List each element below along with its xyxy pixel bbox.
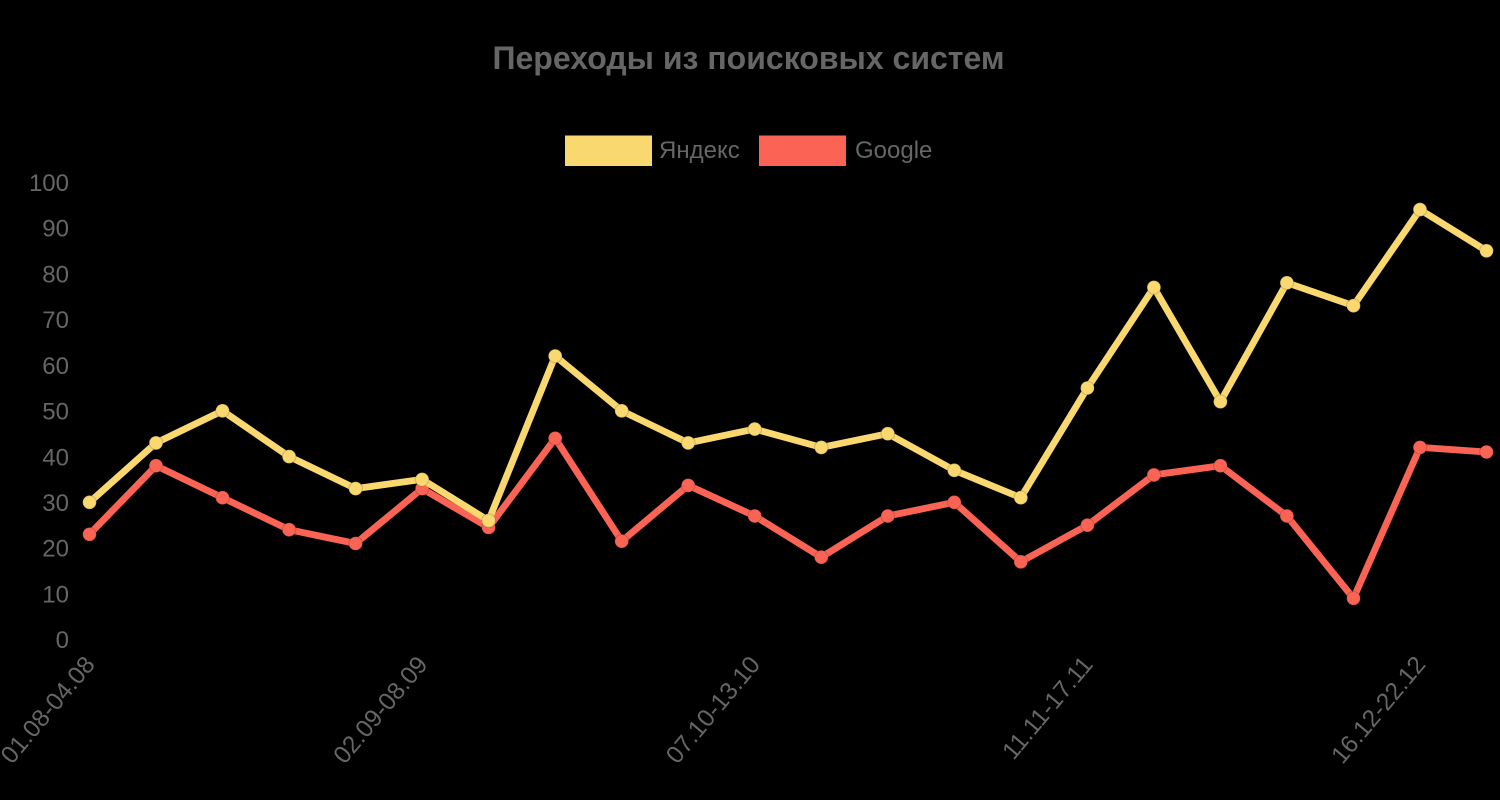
svg-text:30: 30	[42, 490, 69, 517]
svg-text:10: 10	[42, 582, 69, 609]
svg-text:40: 40	[42, 444, 69, 471]
svg-text:60: 60	[42, 353, 69, 380]
svg-text:Яндекс: Яндекс	[659, 137, 740, 164]
svg-text:Google: Google	[855, 137, 932, 164]
svg-text:Переходы из поисковых систем: Переходы из поисковых систем	[493, 40, 1005, 76]
svg-text:70: 70	[42, 307, 69, 334]
svg-text:0: 0	[56, 627, 69, 654]
svg-text:80: 80	[42, 261, 69, 288]
svg-text:100: 100	[29, 170, 69, 197]
svg-text:90: 90	[42, 216, 69, 243]
svg-text:50: 50	[42, 399, 69, 426]
svg-text:20: 20	[42, 536, 69, 563]
